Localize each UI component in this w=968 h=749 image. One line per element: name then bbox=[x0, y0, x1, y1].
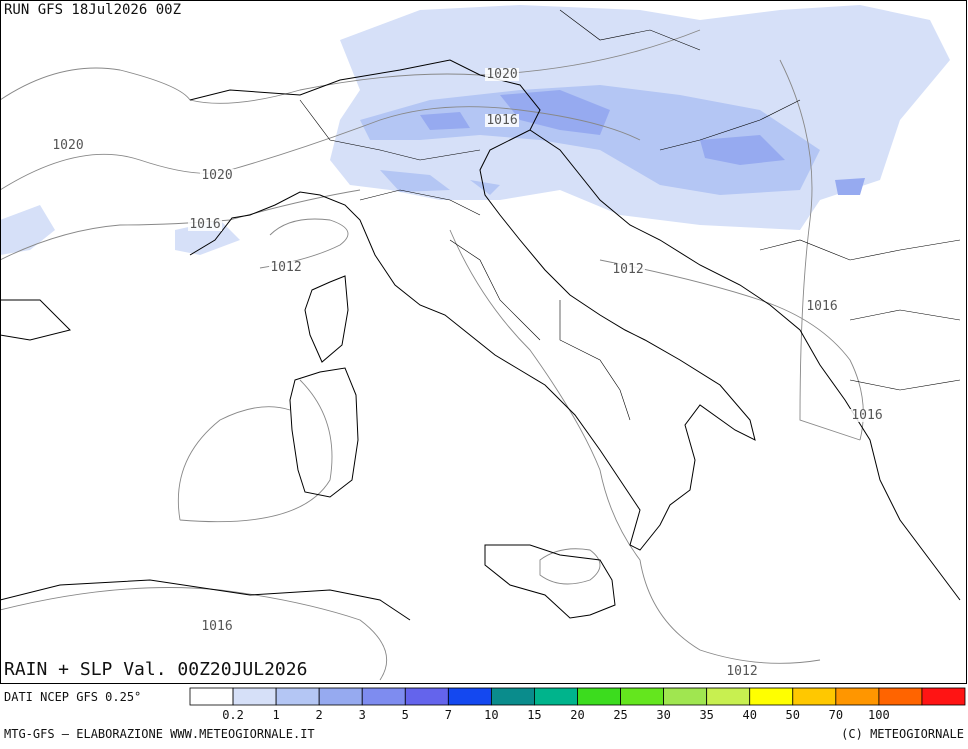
isobar-label: 1020 bbox=[201, 168, 232, 183]
isobar-label: 1016 bbox=[851, 408, 882, 423]
rain-area bbox=[380, 170, 500, 195]
legend-label: 10 bbox=[484, 708, 498, 722]
isobar-label: 1016 bbox=[486, 113, 517, 128]
isobar-label: 1016 bbox=[806, 299, 837, 314]
legend-swatch bbox=[878, 687, 923, 706]
isobar-label: 1012 bbox=[612, 262, 643, 277]
isobar-label-bg bbox=[805, 300, 839, 313]
isobar-label: 1012 bbox=[726, 664, 757, 679]
rain-area-heavy bbox=[420, 90, 865, 195]
legend-swatch bbox=[232, 687, 277, 706]
isobar-label-bg bbox=[200, 169, 234, 182]
legend-swatch bbox=[404, 687, 449, 706]
color-legend: 0.2 1 2 3 5 7 10 15 20 25 30 35 40 50 70 100 bbox=[189, 687, 966, 722]
isobar-labels: 1020 1020 1016 1020 1016 1012 1012 1016 1016 1016… bbox=[51, 67, 884, 679]
data-source: DATI NCEP GFS 0.25° bbox=[4, 690, 141, 704]
legend-swatch bbox=[835, 687, 880, 706]
isobars bbox=[0, 29, 864, 681]
isobar-label-bg bbox=[269, 261, 303, 274]
isobar-label-bg bbox=[200, 620, 234, 633]
legend-swatch bbox=[749, 687, 794, 706]
legend-swatch bbox=[620, 687, 665, 706]
isobar-label-bg bbox=[725, 665, 759, 678]
legend-label: 100 bbox=[868, 708, 890, 722]
legend-label: 0.2 bbox=[222, 708, 244, 722]
isobar-label-bg bbox=[51, 139, 85, 152]
legend-label: 40 bbox=[742, 708, 756, 722]
legend-label: 70 bbox=[829, 708, 843, 722]
legend-swatch bbox=[490, 687, 535, 706]
map-title: RAIN + SLP Val. 00Z20JUL2026 bbox=[4, 659, 307, 680]
coastlines bbox=[0, 9, 961, 621]
legend-label: 5 bbox=[402, 708, 409, 722]
legend-label: 15 bbox=[527, 708, 541, 722]
legend-swatch bbox=[447, 687, 492, 706]
legend-swatch bbox=[275, 687, 320, 706]
map: 1020 1020 1016 1020 1016 1012 1012 1016 1016 1016… bbox=[0, 0, 967, 684]
rain-area bbox=[0, 205, 240, 255]
isobar-label-bg bbox=[485, 68, 519, 81]
legend-swatch bbox=[663, 687, 708, 706]
isobar-label-bg bbox=[485, 114, 519, 127]
legend-label: 25 bbox=[613, 708, 627, 722]
legend-label: 7 bbox=[445, 708, 452, 722]
isobar-label-bg bbox=[611, 263, 645, 276]
isobar-label: 1020 bbox=[486, 67, 517, 82]
legend-label: 1 bbox=[272, 708, 279, 722]
rain-area bbox=[360, 85, 820, 195]
legend-label: 3 bbox=[359, 708, 366, 722]
run-title: RUN GFS 18Jul2026 00Z bbox=[4, 2, 181, 18]
legend-swatch bbox=[706, 687, 751, 706]
legend-label: 20 bbox=[570, 708, 584, 722]
isobar-label-bg bbox=[188, 218, 222, 231]
isobar-label: 1016 bbox=[189, 217, 220, 232]
legend-swatch bbox=[189, 687, 234, 706]
isobar-label: 1012 bbox=[270, 260, 301, 275]
legend-label: 2 bbox=[316, 708, 323, 722]
legend-label: 50 bbox=[786, 708, 800, 722]
legend-swatch bbox=[921, 687, 966, 706]
legend-swatch bbox=[361, 687, 406, 706]
credit-left: MTG-GFS — ELABORAZIONE WWW.METEOGIORNALE… bbox=[4, 727, 315, 741]
isobar-label: 1016 bbox=[201, 619, 232, 634]
rain-field bbox=[0, 5, 950, 255]
legend-label: 30 bbox=[656, 708, 670, 722]
legend-swatch bbox=[318, 687, 363, 706]
legend-swatch bbox=[792, 687, 837, 706]
legend-swatch bbox=[534, 687, 578, 706]
legend-swatch bbox=[577, 687, 621, 706]
isobar-label-bg bbox=[850, 409, 884, 422]
map-frame bbox=[0, 0, 967, 684]
isobar-label: 1020 bbox=[52, 138, 83, 153]
legend-label: 35 bbox=[699, 708, 713, 722]
credit-right: (C) METEOGIORNALE bbox=[841, 727, 964, 741]
